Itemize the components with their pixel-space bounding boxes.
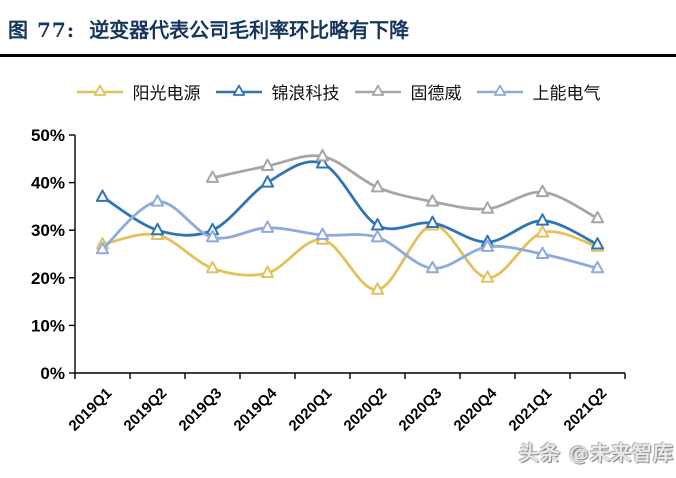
x-axis-tick-label: 2020Q1: [286, 385, 336, 435]
series-marker-0: [260, 265, 275, 279]
series-line-0: [101, 224, 599, 292]
legend-line-triangle-icon: [215, 84, 262, 96]
series-marker-0: [370, 282, 385, 295]
x-axis-tick-label: 2020Q2: [341, 385, 391, 435]
x-axis-tick-label: 2019Q1: [66, 385, 116, 435]
series-marker-1: [95, 189, 110, 202]
legend-item-3: 上能电气: [476, 79, 601, 104]
series-marker-3: [205, 229, 220, 243]
y-axis-tick-label: 0%: [40, 364, 65, 383]
series-marker-2: [260, 158, 275, 171]
legend-label: 阳光电源: [132, 83, 201, 104]
series-marker-3: [425, 260, 440, 274]
series-line-3: [101, 200, 599, 270]
figure-number-label: 图 77:: [8, 18, 76, 42]
watermark: 头条 @未来智库: [519, 441, 674, 465]
series-marker-1: [260, 175, 275, 188]
y-axis-tick-label: 10%: [31, 316, 65, 335]
series-marker-3: [95, 241, 110, 255]
legend-label: 锦浪科技: [271, 83, 340, 104]
series-marker-2: [205, 170, 220, 183]
series-marker-0: [535, 225, 550, 238]
series-marker-1: [535, 213, 550, 226]
series-marker-3: [260, 220, 275, 233]
series-marker-0: [205, 260, 220, 274]
title-divider: [0, 54, 676, 57]
series-marker-1: [150, 222, 165, 236]
series-marker-3: [535, 246, 550, 259]
series-marker-2: [425, 194, 440, 207]
series-marker-1: [590, 237, 605, 250]
series-marker-2: [315, 149, 330, 162]
y-axis-tick-label: 50%: [31, 126, 65, 145]
y-axis-tick-label: 40%: [31, 174, 65, 193]
series-marker-3: [590, 260, 605, 274]
legend-line-triangle-icon: [476, 84, 523, 96]
y-axis-tick-label: 20%: [31, 269, 65, 288]
x-axis-tick-label: 2021Q2: [561, 385, 611, 435]
figure-title-text: 逆变器代表公司毛利率环比略有下降: [89, 18, 410, 42]
legend-label: 固德威: [410, 83, 462, 104]
series-marker-2: [480, 201, 495, 214]
series-marker-3: [315, 227, 330, 240]
legend-line-triangle-icon: [76, 84, 123, 96]
chart-legend: 阳光电源 锦浪科技 固德威 上能电气: [0, 76, 676, 106]
x-axis-tick-label: 2019Q3: [176, 385, 226, 435]
figure-title: 图 77: 逆变器代表公司毛利率环比略有下降: [8, 10, 668, 50]
series-marker-3: [150, 194, 165, 207]
y-axis-tick-label: 30%: [31, 221, 65, 240]
series-marker-1: [315, 156, 330, 169]
legend-item-0: 阳光电源: [76, 79, 201, 104]
series-marker-3: [370, 229, 385, 243]
series-marker-0: [480, 270, 495, 283]
series-line-1: [101, 160, 599, 246]
x-axis-tick-label: 2020Q3: [396, 385, 446, 435]
x-axis-tick-label: 2021Q1: [506, 385, 556, 435]
x-axis-tick-label: 2020Q4: [451, 384, 501, 434]
x-axis-tick-label: 2019Q2: [121, 385, 171, 435]
series-marker-2: [535, 184, 550, 198]
legend-item-1: 锦浪科技: [215, 79, 340, 104]
series-marker-1: [425, 215, 440, 229]
x-axis-tick-label: 2019Q4: [231, 384, 281, 434]
series-marker-3: [480, 239, 495, 252]
series-marker-2: [370, 179, 385, 193]
series-marker-1: [370, 218, 385, 231]
legend-item-2: 固德威: [354, 79, 462, 104]
series-line-2: [211, 154, 599, 220]
legend-line-triangle-icon: [354, 84, 401, 96]
legend-label: 上能电气: [532, 83, 601, 104]
series-marker-2: [590, 210, 605, 224]
